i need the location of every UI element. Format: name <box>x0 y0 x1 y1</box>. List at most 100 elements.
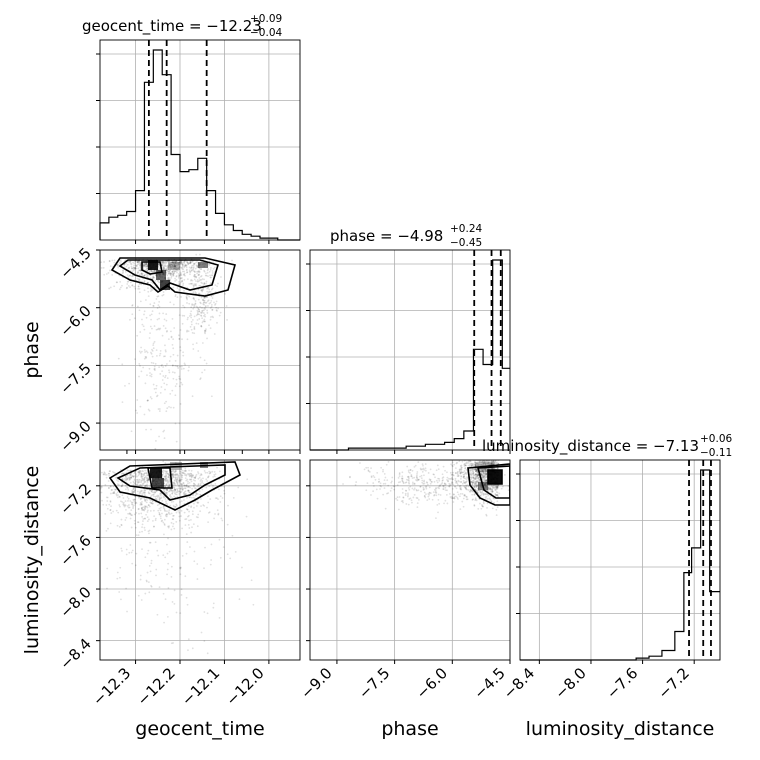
sample-point <box>191 264 194 267</box>
sample-point <box>194 302 197 305</box>
sample-point <box>416 476 418 479</box>
sample-point <box>180 482 183 485</box>
sample-point <box>491 490 494 493</box>
sample-point <box>477 489 480 492</box>
sample-point <box>120 472 123 475</box>
sample-point <box>168 495 171 497</box>
sample-point <box>181 322 184 325</box>
sample-point <box>461 492 464 495</box>
sample-point <box>216 509 219 512</box>
sample-point <box>117 480 120 483</box>
sample-point <box>218 314 221 317</box>
sample-point <box>155 349 158 352</box>
sample-point <box>479 489 481 492</box>
sample-point <box>200 631 203 634</box>
sample-point <box>197 274 200 277</box>
title-geocent-time-minus: −0.04 <box>250 27 282 39</box>
panel-phase-luminosity-distance-contour-1 <box>476 465 510 499</box>
sample-point <box>123 263 125 266</box>
sample-point <box>496 506 499 509</box>
sample-point <box>211 470 214 473</box>
sample-point <box>469 470 472 472</box>
sample-point <box>194 479 196 482</box>
sample-point <box>463 481 466 484</box>
sample-point <box>98 577 100 579</box>
sample-point <box>157 509 160 512</box>
sample-point <box>141 479 144 482</box>
sample-point <box>197 270 200 273</box>
sample-point <box>486 488 489 490</box>
sample-point <box>122 504 125 507</box>
sample-point <box>207 286 210 289</box>
sample-point <box>131 313 134 316</box>
sample-point <box>150 559 153 562</box>
sample-point <box>473 462 476 464</box>
sample-point <box>133 317 136 320</box>
sample-point <box>467 464 470 467</box>
sample-point <box>143 349 146 351</box>
sample-point <box>150 491 153 493</box>
sample-point <box>392 485 395 488</box>
sample-point <box>443 482 446 485</box>
sample-point <box>121 284 123 287</box>
sample-point <box>456 483 459 486</box>
sample-point <box>145 513 148 516</box>
sample-point <box>176 487 178 490</box>
sample-point <box>480 472 483 475</box>
sample-point <box>463 494 466 497</box>
sample-point <box>463 470 466 472</box>
sample-point <box>137 271 140 274</box>
sample-point <box>159 392 162 394</box>
sample-point <box>464 471 467 474</box>
sample-point <box>471 455 473 457</box>
sample-point <box>171 474 174 477</box>
sample-point <box>117 511 120 514</box>
sample-point <box>168 360 171 362</box>
sample-point <box>482 464 485 466</box>
sample-point <box>183 270 186 273</box>
sample-point <box>186 318 189 321</box>
sample-point <box>215 306 218 309</box>
sample-point <box>484 481 487 484</box>
sample-point <box>190 323 193 326</box>
sample-point <box>118 504 121 506</box>
sample-point <box>142 491 145 494</box>
sample-point <box>458 480 461 483</box>
sample-point <box>143 274 146 276</box>
sample-point <box>485 480 488 483</box>
sample-point <box>437 486 439 489</box>
sample-point <box>144 263 146 266</box>
sample-point <box>168 550 171 553</box>
sample-point <box>132 504 135 507</box>
sample-point <box>162 469 164 471</box>
sample-point <box>147 492 150 495</box>
sample-point <box>182 264 184 267</box>
sample-point <box>495 487 498 490</box>
sample-point <box>468 490 471 493</box>
sample-point <box>164 355 166 358</box>
sample-point <box>406 476 409 478</box>
sample-point <box>193 262 196 265</box>
sample-point <box>174 477 177 479</box>
sample-point <box>212 267 215 270</box>
sample-point <box>181 267 184 270</box>
sample-point <box>421 470 424 473</box>
sample-point <box>480 485 482 487</box>
sample-point <box>144 529 146 532</box>
sample-point <box>151 500 154 503</box>
sample-point <box>168 405 170 408</box>
sample-point <box>184 518 187 521</box>
sample-point <box>145 265 148 268</box>
sample-point <box>130 473 132 476</box>
sample-point <box>384 507 387 510</box>
sample-point <box>138 472 141 475</box>
sample-point <box>479 495 482 497</box>
sample-point <box>179 262 182 265</box>
panel-geocent-time-phase-contour-2 <box>141 261 163 275</box>
sample-point <box>398 472 401 474</box>
sample-point <box>435 487 437 489</box>
sample-point <box>144 269 147 272</box>
sample-point <box>147 281 150 284</box>
sample-point <box>190 278 193 281</box>
sample-point <box>163 518 166 521</box>
